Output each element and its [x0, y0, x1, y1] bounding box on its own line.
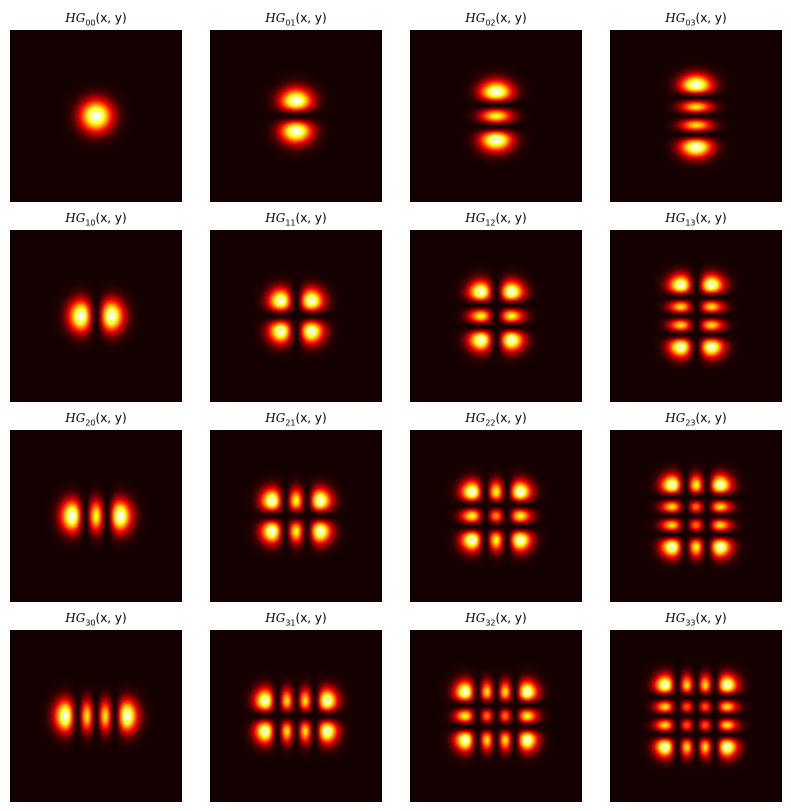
- panel-title-subscript: 02: [485, 18, 496, 28]
- panel-title-subscript: 33: [685, 618, 696, 628]
- panel-title-args: (x, y): [495, 211, 527, 225]
- panel-title-args: (x, y): [295, 611, 327, 625]
- panel-title-base: HG: [265, 211, 286, 225]
- panel-title-subscript: 13: [685, 218, 696, 228]
- panel-title-subscript: 23: [685, 418, 696, 428]
- heatmap-hg22: [410, 430, 582, 602]
- panel-title-base: HG: [65, 611, 86, 625]
- panel-title-subscript: 03: [685, 18, 696, 28]
- panel-title-subscript: 22: [485, 418, 496, 428]
- heatmap-hg31: [210, 630, 382, 802]
- panel-title-base: HG: [665, 611, 686, 625]
- panel-title: HG01(x, y): [210, 10, 382, 28]
- panel-title-args: (x, y): [295, 11, 327, 25]
- panel-title-subscript: 31: [285, 618, 296, 628]
- panel-title-base: HG: [465, 611, 486, 625]
- panel-title-base: HG: [665, 411, 686, 425]
- panel-title-base: HG: [465, 11, 486, 25]
- panel-title: HG33(x, y): [610, 610, 782, 628]
- panel-title-args: (x, y): [95, 11, 127, 25]
- panel-title-base: HG: [265, 11, 286, 25]
- panel-title-args: (x, y): [695, 411, 727, 425]
- panel-title-args: (x, y): [695, 611, 727, 625]
- heatmap-hg12: [410, 230, 582, 402]
- panel-title-base: HG: [265, 611, 286, 625]
- panel-title: HG20(x, y): [10, 410, 182, 428]
- heatmap-hg30: [10, 630, 182, 802]
- panel-title: HG30(x, y): [10, 610, 182, 628]
- panel-title-subscript: 32: [485, 618, 496, 628]
- panel-title: HG31(x, y): [210, 610, 382, 628]
- panel-title-args: (x, y): [95, 611, 127, 625]
- heatmap-hg33: [610, 630, 782, 802]
- heatmap-hg01: [210, 30, 382, 202]
- panel-title: HG02(x, y): [410, 10, 582, 28]
- panel-title-args: (x, y): [295, 411, 327, 425]
- heatmap-hg00: [10, 30, 182, 202]
- panel-title-subscript: 10: [85, 218, 96, 228]
- heatmap-hg10: [10, 230, 182, 402]
- panel-title: HG12(x, y): [410, 210, 582, 228]
- panel-title-base: HG: [65, 411, 86, 425]
- panel-title-subscript: 01: [285, 18, 296, 28]
- panel-title: HG13(x, y): [610, 210, 782, 228]
- panel-title: HG23(x, y): [610, 410, 782, 428]
- panel-title: HG03(x, y): [610, 10, 782, 28]
- panel-title: HG10(x, y): [10, 210, 182, 228]
- panel-title-subscript: 20: [85, 418, 96, 428]
- panel-title-subscript: 11: [285, 218, 296, 228]
- panel-title-subscript: 12: [485, 218, 496, 228]
- panel-title-base: HG: [665, 211, 686, 225]
- panel-title-base: HG: [465, 211, 486, 225]
- panel-title-args: (x, y): [495, 611, 527, 625]
- panel-title: HG11(x, y): [210, 210, 382, 228]
- panel-title-subscript: 00: [85, 18, 96, 28]
- panel-title-base: HG: [65, 11, 86, 25]
- heatmap-hg20: [10, 430, 182, 602]
- panel-title-subscript: 30: [85, 618, 96, 628]
- panel-title-base: HG: [65, 211, 86, 225]
- panel-title: HG22(x, y): [410, 410, 582, 428]
- heatmap-hg32: [410, 630, 582, 802]
- panel-title-base: HG: [265, 411, 286, 425]
- panel-title-args: (x, y): [95, 411, 127, 425]
- panel-title: HG21(x, y): [210, 410, 382, 428]
- panel-title-args: (x, y): [95, 211, 127, 225]
- heatmap-hg11: [210, 230, 382, 402]
- heatmap-hg03: [610, 30, 782, 202]
- panel-title-subscript: 21: [285, 418, 296, 428]
- panel-title: HG32(x, y): [410, 610, 582, 628]
- panel-title-args: (x, y): [695, 211, 727, 225]
- panel-title-base: HG: [465, 411, 486, 425]
- panel-title-args: (x, y): [295, 211, 327, 225]
- panel-title-args: (x, y): [495, 411, 527, 425]
- heatmap-hg23: [610, 430, 782, 602]
- heatmap-hg02: [410, 30, 582, 202]
- panel-title: HG00(x, y): [10, 10, 182, 28]
- panel-title-base: HG: [665, 11, 686, 25]
- heatmap-hg13: [610, 230, 782, 402]
- panel-title-args: (x, y): [695, 11, 727, 25]
- heatmap-hg21: [210, 430, 382, 602]
- panel-title-args: (x, y): [495, 11, 527, 25]
